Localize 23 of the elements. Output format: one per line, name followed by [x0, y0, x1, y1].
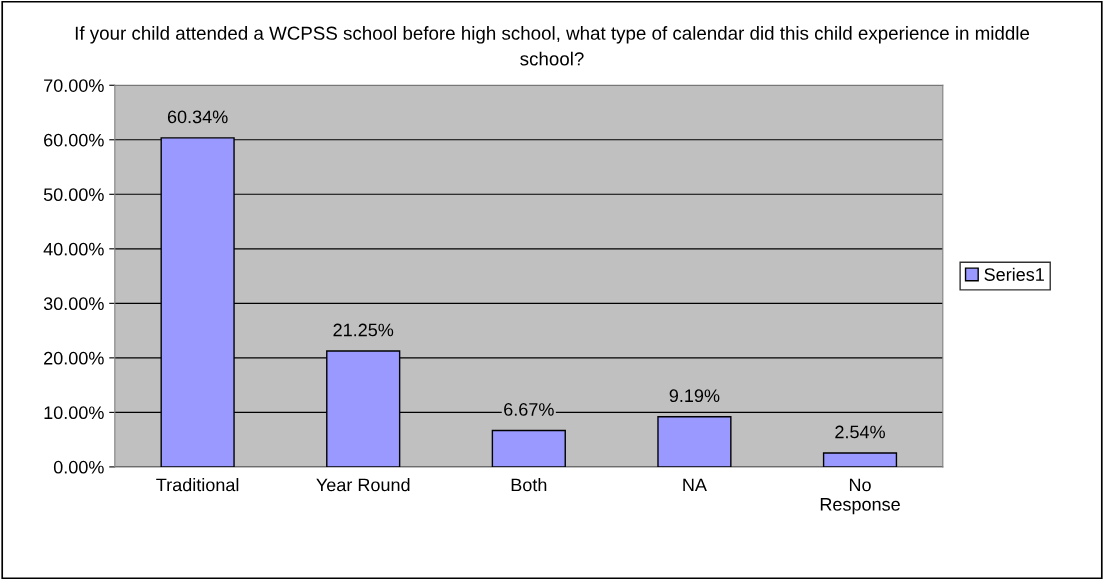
x-tick-label: NA: [683, 478, 707, 492]
y-tick-label: 50.00%: [43, 188, 104, 202]
bar: [491, 429, 566, 467]
data-label: 60.34%: [167, 110, 228, 124]
data-label: 2.54%: [835, 425, 885, 439]
x-tick-label: Traditional: [156, 478, 239, 492]
y-tick-label: 30.00%: [43, 297, 104, 311]
y-tick-label: 10.00%: [44, 406, 104, 420]
x-tick-label: Year Round: [316, 478, 410, 492]
y-tick-label: 20.00%: [44, 351, 104, 365]
bar: [657, 416, 732, 467]
x-tick-label: No Response: [820, 478, 900, 515]
x-tick-label: Both: [511, 478, 547, 492]
y-tick-label: 60.00%: [44, 133, 104, 147]
data-label: 21.25%: [333, 323, 394, 337]
bar: [822, 452, 898, 467]
y-tick-label: 40.00%: [43, 242, 104, 256]
y-tick-label: 0.00%: [53, 460, 104, 474]
legend-label: Series1: [984, 267, 1044, 281]
data-label: 9.19%: [669, 389, 720, 403]
y-tick-label: 70.00%: [44, 79, 104, 92]
chart-title: If your child attended a WCPSS school before high school, what type of calendar did this child experience in middle school?: [75, 26, 1030, 66]
data-label: 6.67%: [504, 403, 554, 416]
